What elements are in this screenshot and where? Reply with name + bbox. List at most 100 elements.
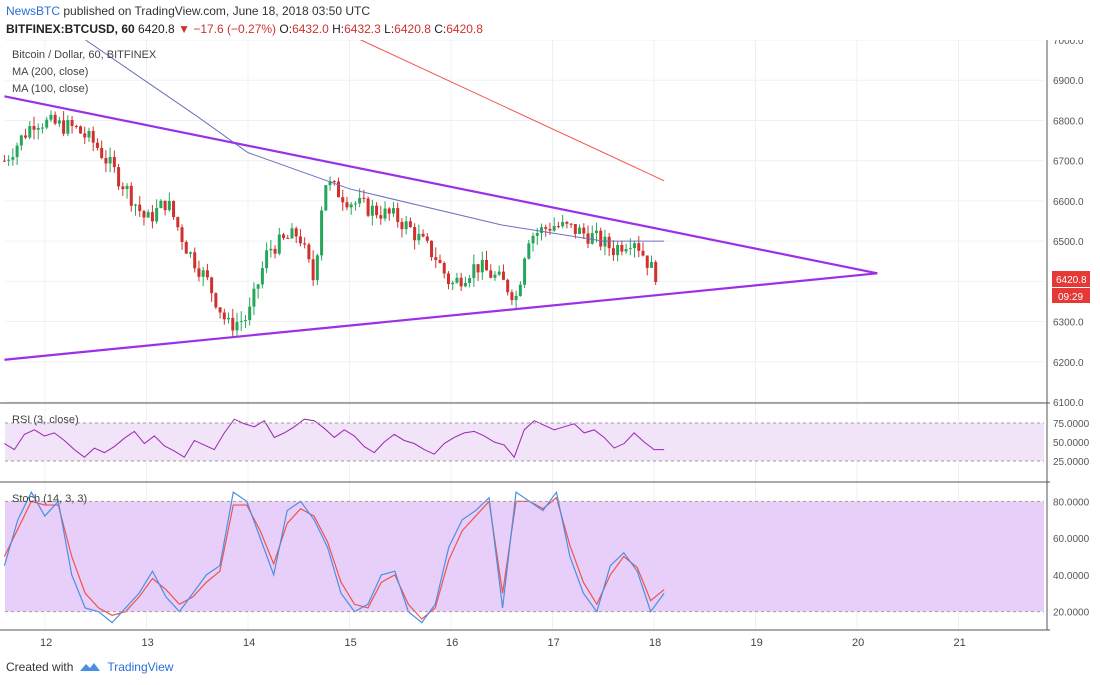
high-value: 6432.3 <box>344 22 381 36</box>
candle-body <box>159 200 163 209</box>
candle-body <box>594 230 598 234</box>
stoch-label: Stoch (14, 3, 3) <box>12 493 87 505</box>
candle-body <box>353 203 357 205</box>
candle-body <box>446 273 450 285</box>
candle-body <box>375 205 379 216</box>
candle-body <box>535 232 539 236</box>
candle-body <box>438 259 442 263</box>
publish-line: NewsBTC published on TradingView.com, Ju… <box>6 4 370 18</box>
candle-body <box>269 248 273 251</box>
time-tick: 16 <box>446 637 458 649</box>
candle-body <box>379 215 383 219</box>
candle-body <box>91 130 95 143</box>
candle-body <box>150 212 154 222</box>
candle-body <box>476 264 480 273</box>
candle-body <box>430 240 434 258</box>
footer-created-with: Created with <box>6 660 74 674</box>
candle-body <box>506 279 510 293</box>
price-tick: 6600.0 <box>1053 197 1084 208</box>
panel-borders <box>0 40 1050 631</box>
candle-body <box>366 198 370 216</box>
candle-body <box>239 320 243 322</box>
candle-body <box>396 208 400 222</box>
footer-brand[interactable]: TradingView <box>107 660 174 674</box>
candle-body <box>252 288 256 307</box>
candle-body <box>434 257 438 260</box>
price-tick: 6800.0 <box>1053 116 1084 127</box>
author-link[interactable]: NewsBTC <box>6 4 61 18</box>
stoch-tick: 40.0000 <box>1053 571 1090 582</box>
candle-body <box>180 227 184 242</box>
candle-body <box>451 282 455 285</box>
candle-body <box>79 126 83 134</box>
candle-body <box>425 236 429 241</box>
candle-body <box>578 227 582 234</box>
candle-body <box>57 120 61 124</box>
candle-body <box>544 227 548 229</box>
candle-body <box>463 282 467 287</box>
candle-body <box>649 262 653 268</box>
candle-body <box>518 284 522 296</box>
ohlc-line: BITFINEX:BTCUSD, 60 6420.8 ▼ −17.6 (−0.2… <box>6 22 483 36</box>
candle-body <box>404 221 408 230</box>
candle-body <box>362 197 366 199</box>
candle-body <box>188 252 192 254</box>
candle-body <box>74 125 78 127</box>
stoch-tick: 20.0000 <box>1053 608 1090 619</box>
legend-title: Bitcoin / Dollar, 60, BITFINEX <box>12 49 157 61</box>
candle-body <box>603 236 607 247</box>
candle-body <box>11 157 15 160</box>
candle-body <box>172 200 176 218</box>
candle-body <box>417 233 421 241</box>
price-tick: 6300.0 <box>1053 318 1084 329</box>
price-tick: 6100.0 <box>1053 398 1084 409</box>
candle-body <box>497 271 501 275</box>
candle-body <box>231 317 235 331</box>
candle-body <box>19 135 23 146</box>
rsi-tick: 25.0000 <box>1053 457 1090 468</box>
candle-body <box>315 255 319 281</box>
candle-body <box>83 133 87 138</box>
candle-body <box>121 186 125 190</box>
candle-body <box>611 248 615 256</box>
candle-body <box>108 156 112 164</box>
open-value: 6432.0 <box>292 22 329 36</box>
candle-body <box>142 211 146 218</box>
candle-body <box>134 204 138 206</box>
price-tick: 6500.0 <box>1053 237 1084 248</box>
price-badge <box>1052 271 1090 287</box>
candle-body <box>345 202 349 208</box>
trendline-upper <box>4 95 878 275</box>
candle-body <box>155 208 159 222</box>
rsi-label: RSI (3, close) <box>12 414 79 426</box>
candle-body <box>472 264 476 279</box>
candle-body <box>227 317 231 320</box>
candle-body <box>645 255 649 268</box>
candle-body <box>468 278 472 283</box>
time-tick: 18 <box>649 637 661 649</box>
down-arrow-icon: ▼ <box>178 22 190 36</box>
candle-body <box>277 234 281 254</box>
candle-body <box>205 270 209 278</box>
candle-body <box>337 181 341 198</box>
time-tick: 14 <box>243 637 255 649</box>
legend-ma100: MA (100, close) <box>12 83 88 95</box>
price-tick: 7000.0 <box>1053 40 1084 47</box>
candle-body <box>510 292 514 301</box>
candle-body <box>32 126 36 130</box>
ma200-line <box>359 40 665 182</box>
candle-body <box>235 321 239 331</box>
candle-body <box>214 293 218 308</box>
candle-body <box>540 227 544 233</box>
candle-body <box>573 224 577 234</box>
close-label: C: <box>434 22 447 36</box>
time-tick: 13 <box>142 637 154 649</box>
candle-body <box>176 217 180 228</box>
candle-body <box>218 307 222 313</box>
candle-body <box>201 270 205 277</box>
price-tick: 6900.0 <box>1053 76 1084 87</box>
chart-canvas[interactable]: 7000.06900.06800.06700.06600.06500.06400… <box>0 40 1100 655</box>
candle-body <box>222 312 226 320</box>
candle-body <box>501 271 505 280</box>
footer: Created with TradingView <box>6 660 173 674</box>
